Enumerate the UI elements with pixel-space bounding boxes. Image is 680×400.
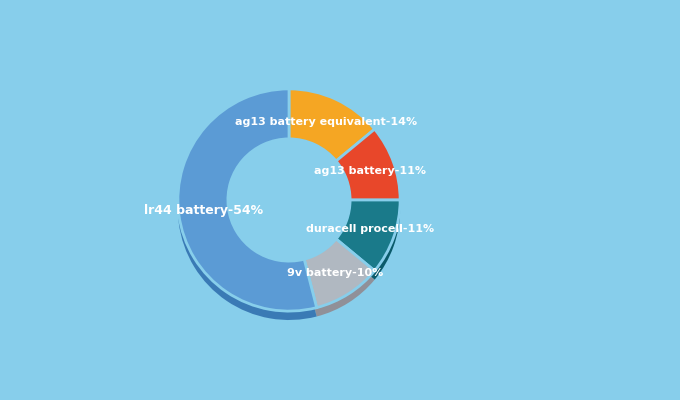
Text: ag13 battery-11%: ag13 battery-11% (314, 166, 426, 176)
Wedge shape (289, 98, 375, 170)
Wedge shape (336, 209, 400, 280)
Wedge shape (289, 89, 375, 161)
Wedge shape (336, 138, 400, 209)
Text: 9v battery-10%: 9v battery-10% (287, 268, 384, 278)
Wedge shape (304, 248, 375, 316)
Text: lr44 battery-54%: lr44 battery-54% (144, 204, 263, 217)
Circle shape (228, 139, 350, 261)
Wedge shape (178, 98, 317, 320)
Wedge shape (304, 239, 375, 308)
Text: ag13 battery equivalent-14%: ag13 battery equivalent-14% (235, 117, 417, 127)
Text: duracell procell-11%: duracell procell-11% (306, 224, 434, 234)
Wedge shape (178, 89, 317, 311)
Wedge shape (336, 200, 400, 271)
Wedge shape (336, 129, 400, 200)
